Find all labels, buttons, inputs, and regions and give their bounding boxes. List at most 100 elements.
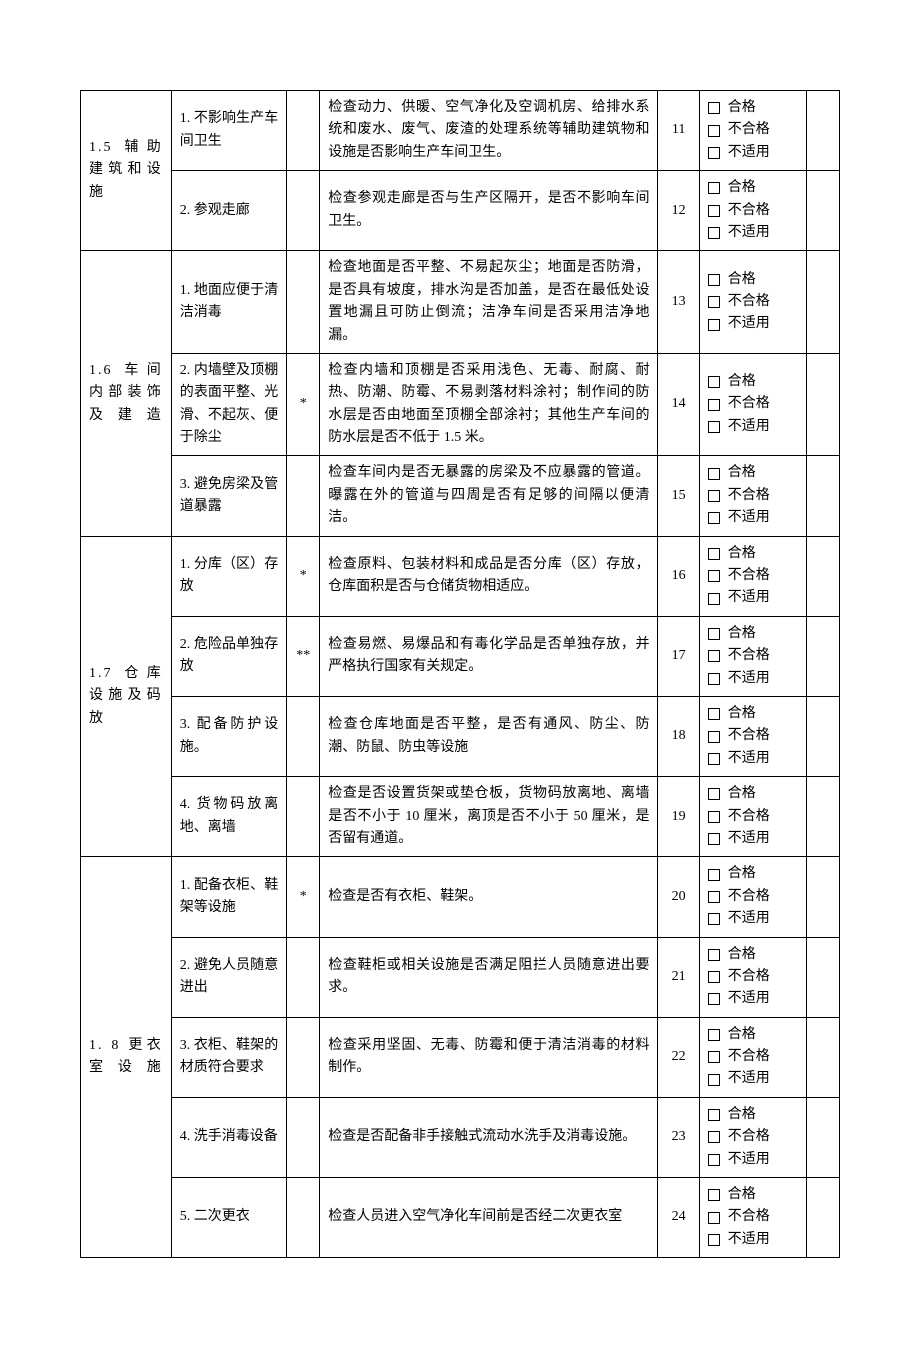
checkbox[interactable] (708, 1109, 720, 1121)
checkbox[interactable] (708, 512, 720, 524)
item-cell: 5. 二次更衣 (171, 1178, 286, 1258)
checkbox[interactable] (708, 319, 720, 331)
checkbox[interactable] (708, 913, 720, 925)
checkbox[interactable] (708, 570, 720, 582)
table-row: 1.7 仓库设施及码放1. 分库（区）存放*检查原料、包装材料和成品是否分库（区… (81, 536, 840, 616)
checkbox[interactable] (708, 421, 720, 433)
result-cell: 合格不合格不适用 (699, 857, 806, 937)
checkbox[interactable] (708, 993, 720, 1005)
checkbox[interactable] (708, 296, 720, 308)
checkbox[interactable] (708, 593, 720, 605)
item-text: 3. 避免房梁及管道暴露 (180, 477, 278, 514)
result-option-label: 合格 (728, 462, 756, 484)
checkbox[interactable] (708, 869, 720, 881)
item-text: 2. 参观走廊 (180, 203, 250, 218)
checkbox[interactable] (708, 1234, 720, 1246)
inspection-table: 1.5 辅助建筑和设施1. 不影响生产车间卫生检查动力、供暖、空气净化及空调机房… (80, 90, 840, 1258)
empty-cell (806, 353, 839, 456)
checkbox[interactable] (708, 490, 720, 502)
empty-cell (806, 696, 839, 776)
checkbox[interactable] (708, 1051, 720, 1063)
result-option-label: 不合格 (728, 291, 770, 313)
num-cell: 14 (658, 353, 699, 456)
section-title-text: 1.7 仓库设施及码放 (89, 666, 163, 726)
result-option-label: 不适用 (728, 416, 770, 438)
checkbox[interactable] (708, 1131, 720, 1143)
result-option-label: 合格 (728, 269, 756, 291)
checkbox[interactable] (708, 811, 720, 823)
num-cell: 19 (658, 777, 699, 857)
table-row: 3. 配备防护设施。检查仓库地面是否平整，是否有通风、防尘、防潮、防鼠、防虫等设… (81, 696, 840, 776)
checkbox[interactable] (708, 468, 720, 480)
result-option-label: 不适用 (728, 908, 770, 930)
checkbox[interactable] (708, 891, 720, 903)
result-cell: 合格不合格不适用 (699, 937, 806, 1017)
checkbox[interactable] (708, 274, 720, 286)
checkbox[interactable] (708, 949, 720, 961)
empty-cell (806, 91, 839, 171)
result-cell: 合格不合格不适用 (699, 1097, 806, 1177)
checkbox[interactable] (708, 125, 720, 137)
result-option-label: 不适用 (728, 748, 770, 770)
mark-cell: ** (287, 616, 320, 696)
result-option-label: 不合格 (728, 806, 770, 828)
empty-cell (806, 171, 839, 251)
num-cell: 12 (658, 171, 699, 251)
checkbox[interactable] (708, 548, 720, 560)
checkbox[interactable] (708, 788, 720, 800)
checkbox[interactable] (708, 650, 720, 662)
result-option-label: 合格 (728, 623, 756, 645)
section-title: 1.5 辅助建筑和设施 (81, 91, 172, 251)
checkbox[interactable] (708, 102, 720, 114)
checkbox[interactable] (708, 147, 720, 159)
result-cell: 合格不合格不适用 (699, 1178, 806, 1258)
section-title-text: 1.5 辅助建筑和设施 (89, 140, 163, 200)
checkbox[interactable] (708, 1154, 720, 1166)
checkbox[interactable] (708, 731, 720, 743)
result-option-label: 合格 (728, 1024, 756, 1046)
item-cell: 2. 危险品单独存放 (171, 616, 286, 696)
mark-cell (287, 696, 320, 776)
checkbox[interactable] (708, 182, 720, 194)
checkbox[interactable] (708, 1212, 720, 1224)
checkbox[interactable] (708, 673, 720, 685)
result-option-label: 不合格 (728, 393, 770, 415)
result-option-label: 不合格 (728, 886, 770, 908)
section-title: 1.6 车间内部装饰及建造 (81, 251, 172, 536)
item-text: 4. 洗手消毒设备 (180, 1129, 278, 1144)
result-option-label: 合格 (728, 944, 756, 966)
section-title: 1.7 仓库设施及码放 (81, 536, 172, 857)
mark-cell (287, 251, 320, 354)
result-option-label: 不合格 (728, 485, 770, 507)
item-text: 1. 不影响生产车间卫生 (180, 111, 278, 148)
result-option-label: 合格 (728, 97, 756, 119)
result-option-label: 不合格 (728, 725, 770, 747)
checkbox[interactable] (708, 399, 720, 411)
table-row: 2. 参观走廊检查参观走廊是否与生产区隔开，是否不影响车间卫生。12合格不合格不… (81, 171, 840, 251)
result-option-label: 不适用 (728, 587, 770, 609)
desc-cell: 检查人员进入空气净化车间前是否经二次更衣室 (320, 1178, 658, 1258)
item-cell: 3. 衣柜、鞋架的材质符合要求 (171, 1017, 286, 1097)
checkbox[interactable] (708, 971, 720, 983)
empty-cell (806, 937, 839, 1017)
table-row: 5. 二次更衣检查人员进入空气净化车间前是否经二次更衣室24合格不合格不适用 (81, 1178, 840, 1258)
checkbox[interactable] (708, 227, 720, 239)
checkbox[interactable] (708, 753, 720, 765)
mark-cell: * (287, 857, 320, 937)
section-title-text: 1. 8 更衣室设施 (89, 1038, 163, 1075)
checkbox[interactable] (708, 833, 720, 845)
result-option-label: 不合格 (728, 1126, 770, 1148)
checkbox[interactable] (708, 1029, 720, 1041)
item-cell: 2. 内墙壁及顶棚的表面平整、光滑、不起灰、便于除尘 (171, 353, 286, 456)
result-option-label: 不适用 (728, 1149, 770, 1171)
result-option-label: 不适用 (728, 988, 770, 1010)
result-cell: 合格不合格不适用 (699, 536, 806, 616)
item-cell: 2. 避免人员随意进出 (171, 937, 286, 1017)
item-cell: 1. 地面应便于清洁消毒 (171, 251, 286, 354)
checkbox[interactable] (708, 376, 720, 388)
checkbox[interactable] (708, 1189, 720, 1201)
checkbox[interactable] (708, 205, 720, 217)
checkbox[interactable] (708, 1074, 720, 1086)
checkbox[interactable] (708, 628, 720, 640)
checkbox[interactable] (708, 708, 720, 720)
